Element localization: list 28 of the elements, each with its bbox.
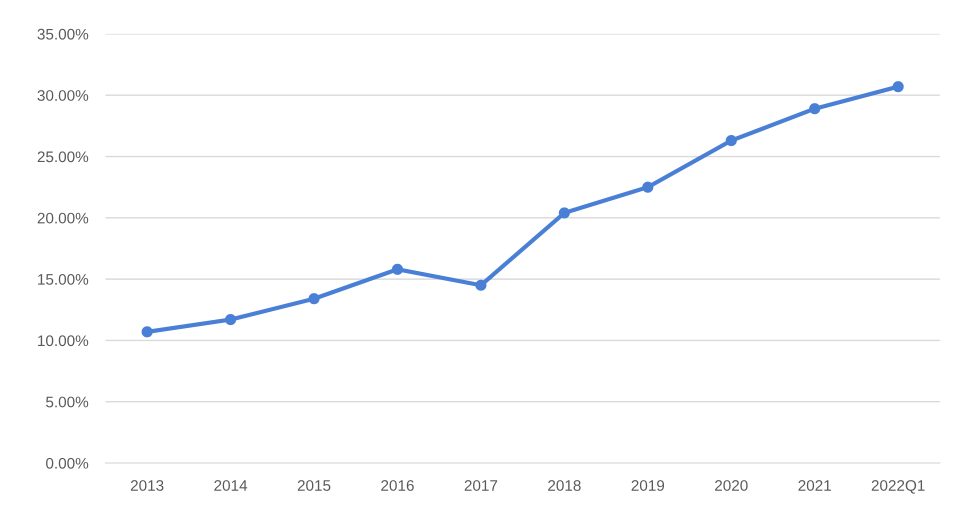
point	[892, 81, 904, 92]
x-tick-label: 2013	[130, 480, 164, 491]
y-tick-label: 20.00%	[38, 212, 88, 224]
x-tick-label: 2022Q1	[872, 480, 925, 494]
point	[558, 207, 570, 218]
x-tick-label: 2016	[381, 480, 414, 491]
y-tick-label: 5.00%	[46, 396, 88, 408]
point	[642, 182, 654, 193]
y-tick-label: 25.00%	[38, 151, 88, 162]
point	[809, 103, 820, 114]
x-tick-label: 2021	[798, 480, 831, 491]
point	[225, 314, 236, 326]
x-tick-label: 2017	[464, 480, 498, 491]
point	[726, 135, 737, 146]
point	[142, 326, 153, 338]
y-tick-label: 10.00%	[38, 335, 88, 346]
y-tick-label: 30.00%	[38, 90, 88, 101]
x-tick-label: 2014	[214, 480, 248, 491]
x-tick-label: 2019	[632, 480, 664, 491]
x-tick-label: 2018	[548, 480, 581, 491]
point	[308, 293, 320, 304]
y-tick-label: 15.00%	[38, 274, 88, 285]
x-tick-label: 2015	[298, 480, 330, 491]
y-tick-label: 0.00%	[46, 458, 88, 469]
x-tick-label: 2020	[715, 480, 748, 491]
y-tick-label: 35.00%	[38, 28, 88, 40]
point	[392, 264, 404, 275]
point	[475, 280, 486, 291]
